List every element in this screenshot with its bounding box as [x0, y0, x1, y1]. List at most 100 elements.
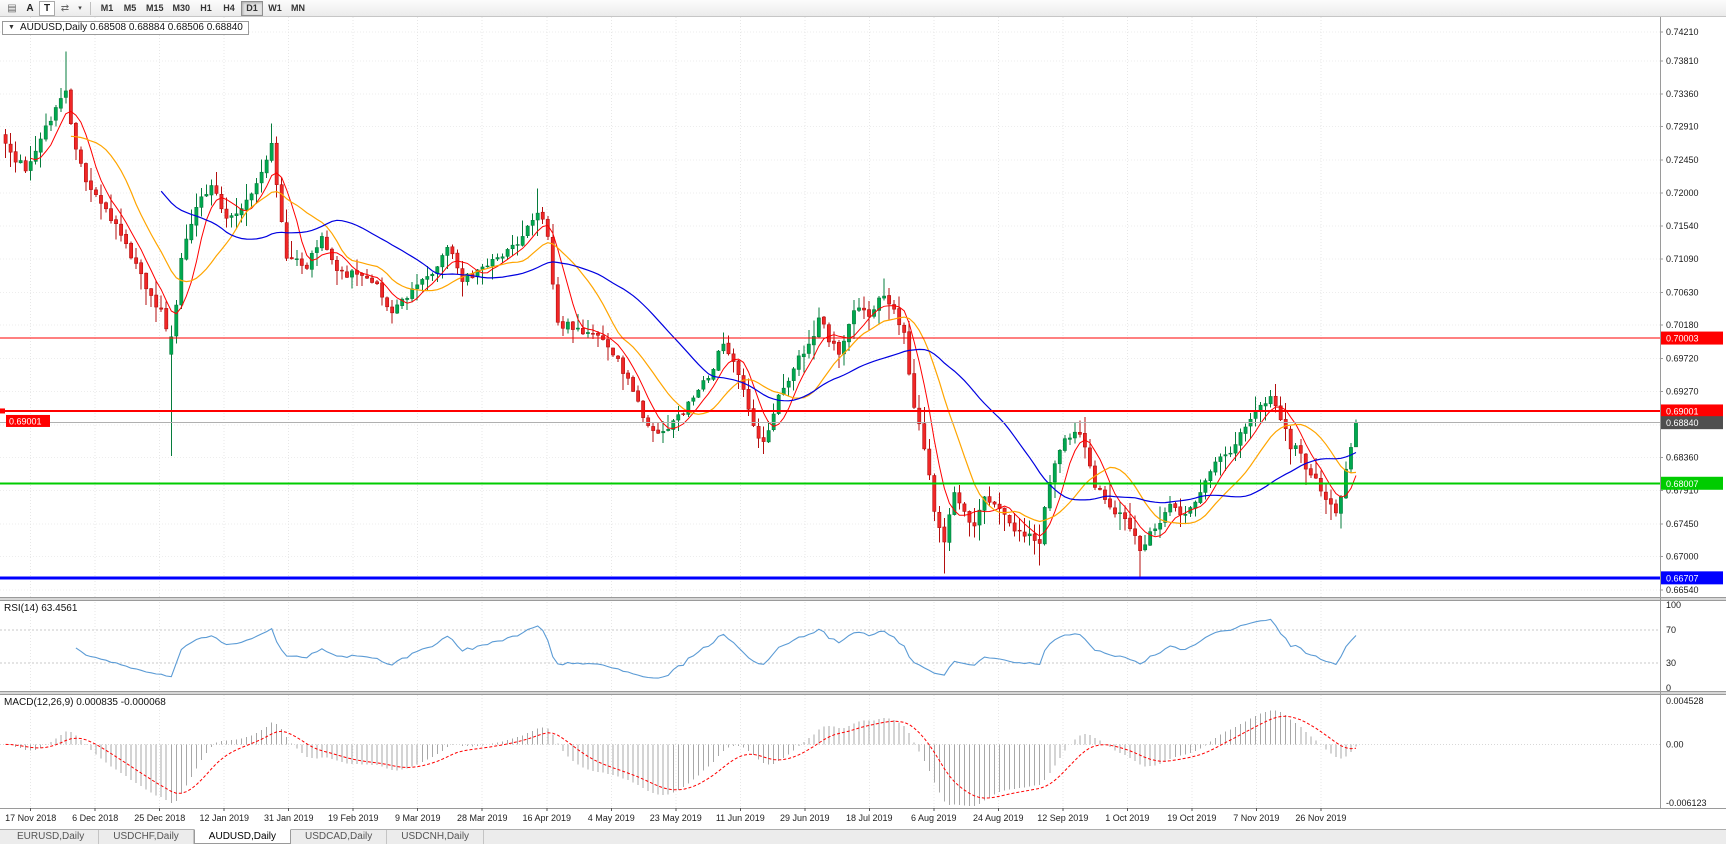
candle-body [164, 308, 169, 330]
candle-body [555, 284, 560, 323]
candle-body [1128, 517, 1132, 530]
timeframe-m1-button[interactable]: M1 [96, 1, 118, 16]
candle-body [18, 160, 23, 164]
svg-text: 0.69001 [1666, 406, 1699, 416]
macd-histogram [15, 710, 1357, 806]
candle-body [38, 138, 43, 153]
candle-body [1303, 453, 1308, 470]
collapse-caret-icon[interactable]: ▼ [8, 24, 15, 31]
cycle-icon[interactable]: ⇄ [60, 2, 70, 14]
candle-body [656, 429, 661, 434]
caret-down-icon[interactable]: ▾ [78, 4, 82, 12]
candle-body [335, 259, 339, 271]
tab-audusd-daily[interactable]: AUDUSD,Daily [193, 829, 292, 844]
ma-medium-line [70, 135, 1357, 525]
date-label: 4 May 2019 [588, 813, 635, 823]
tab-usdcad-daily[interactable]: USDCAD,Daily [291, 830, 388, 844]
date-label: 23 May 2019 [650, 813, 702, 823]
candle-body [8, 143, 13, 153]
hline-left-badge-text: 0.69001 [9, 416, 42, 426]
ohlc-readout: ▼ AUDUSD,Daily 0.68508 0.68884 0.68506 0… [2, 21, 249, 35]
candle-body [575, 327, 580, 330]
timeframe-d1-button[interactable]: D1 [241, 0, 264, 16]
candle-body [465, 273, 470, 282]
candle-body [1012, 522, 1017, 532]
pane-divider[interactable] [0, 597, 1726, 601]
candle-body [400, 298, 405, 306]
candle-body [887, 295, 892, 305]
candle-body [621, 357, 625, 374]
candle-body [596, 332, 600, 336]
charts-icon[interactable]: ▤ [7, 2, 17, 14]
pane-divider[interactable] [0, 691, 1726, 695]
time-axis[interactable]: 17 Nov 2018 6 Dec 2018 25 Dec 2018 12 Jan 2… [5, 808, 1346, 823]
candle-body [967, 511, 972, 523]
candle-body [1213, 461, 1218, 473]
price-axis[interactable]: 0.74210 0.73810 0.73360 0.72910 0.72450 0.720… [1660, 27, 1707, 808]
timeframe-m15-button[interactable]: M15 [142, 1, 168, 16]
candle-body [1173, 503, 1178, 508]
candle-body [425, 276, 430, 280]
candle-body [319, 236, 324, 249]
candle-body [1283, 419, 1288, 430]
candle-body [580, 328, 585, 335]
candle-body [254, 183, 259, 195]
candle-body [1278, 405, 1283, 421]
candle-body [771, 413, 776, 431]
candle-body [43, 125, 48, 140]
candle-body [831, 340, 836, 344]
timeframe-h4-button[interactable]: H4 [218, 1, 240, 16]
macd-axis-label: 0.004528 [1666, 696, 1704, 706]
macd-axis-label: -0.006123 [1666, 798, 1707, 808]
candle-body [13, 151, 18, 163]
candle-body [430, 273, 435, 277]
chart-window[interactable]: 0.69001 0.74210 0.73810 0.73360 0.72910 0.724… [0, 17, 1726, 829]
cursor-tool-button[interactable]: A [22, 1, 38, 16]
candle-body [510, 244, 515, 250]
date-label: 6 Dec 2018 [72, 813, 118, 823]
svg-rect [1661, 476, 1723, 490]
candle-body [852, 310, 856, 325]
timeframe-m5-button[interactable]: M5 [119, 1, 141, 16]
price-chart[interactable]: 0.69001 0.74210 0.73810 0.73360 0.72910 0.724… [0, 17, 1726, 829]
candle-body [239, 208, 244, 216]
candle-body [294, 258, 299, 260]
candle-body [1253, 411, 1258, 419]
timeframe-m30-button[interactable]: M30 [169, 1, 195, 16]
price-axis-label: 0.71090 [1666, 254, 1699, 264]
candle-body [144, 272, 149, 290]
candle-body [340, 269, 344, 272]
candle-body [410, 288, 415, 299]
candle-body [540, 211, 545, 220]
timeframe-h1-button[interactable]: H1 [195, 1, 217, 16]
candle-body [586, 332, 590, 334]
tab-usdchf-daily[interactable]: USDCHF,Daily [99, 830, 194, 844]
candle-body [992, 501, 997, 505]
candle-body [84, 163, 88, 183]
candle-body [1293, 445, 1298, 449]
candle-body [1027, 533, 1032, 537]
candle-body [109, 208, 113, 221]
candle-body [1298, 445, 1303, 454]
candle-body [1143, 544, 1148, 551]
text-tool-button[interactable]: T [39, 0, 55, 16]
candle-body [274, 142, 279, 185]
tab-eurusd-daily[interactable]: EURUSD,Daily [3, 830, 100, 844]
timeframe-w1-button[interactable]: W1 [264, 1, 286, 16]
candle-body [1138, 535, 1143, 552]
candle-body [149, 288, 154, 296]
candle-body [560, 321, 565, 329]
timeframe-mn-button[interactable]: MN [287, 1, 309, 16]
candle-body [299, 258, 304, 266]
candle-body [726, 342, 731, 355]
candle-body [570, 321, 575, 330]
candle-body [129, 242, 134, 259]
candle-body [651, 426, 656, 431]
candle-body [691, 397, 696, 402]
candle-body [766, 430, 771, 443]
candle-body [63, 90, 68, 98]
tab-usdcnh-daily[interactable]: USDCNH,Daily [387, 830, 485, 844]
candle-body [611, 347, 615, 356]
candle-body [806, 343, 811, 354]
candle-body [821, 316, 826, 325]
